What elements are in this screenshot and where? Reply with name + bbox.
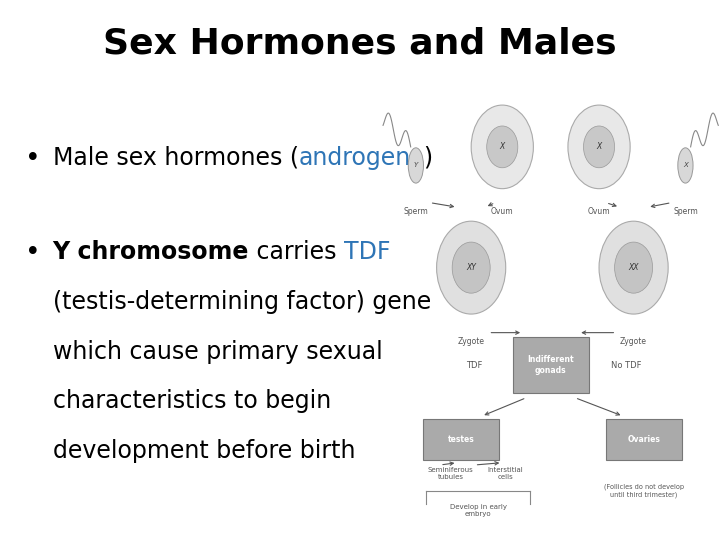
Text: Male sex hormones (: Male sex hormones ( [53,146,299,170]
Text: Sperm: Sperm [403,207,428,216]
Ellipse shape [408,148,423,183]
FancyBboxPatch shape [423,418,499,460]
Text: No TDF: No TDF [611,361,642,369]
Text: development before birth: development before birth [53,439,355,463]
Text: XX: XX [629,263,639,272]
Text: TDF: TDF [467,361,483,369]
Text: (Follicles do not develop
until third trimester): (Follicles do not develop until third tr… [604,484,684,497]
Text: Zygote: Zygote [620,338,647,346]
Text: XY: XY [467,263,476,272]
Ellipse shape [678,148,693,183]
FancyBboxPatch shape [606,418,682,460]
Text: (testis-determining factor) gene: (testis-determining factor) gene [53,290,431,314]
Ellipse shape [487,126,518,168]
Text: Develop in early
embryo: Develop in early embryo [449,504,507,517]
Text: Indifferent
gonads: Indifferent gonads [527,355,574,375]
Ellipse shape [583,126,615,168]
Text: Ovum: Ovum [588,207,611,216]
Text: Sex Hormones and Males: Sex Hormones and Males [103,27,617,61]
Ellipse shape [615,242,652,293]
Text: Zygote: Zygote [458,338,485,346]
Ellipse shape [436,221,505,314]
Ellipse shape [452,242,490,293]
Text: which cause primary sexual: which cause primary sexual [53,340,382,363]
Text: Interstitial
cells: Interstitial cells [488,467,523,480]
Text: X: X [596,143,602,151]
Text: carries: carries [249,240,344,264]
Ellipse shape [568,105,630,188]
Text: Seminiferous
tubules: Seminiferous tubules [428,467,473,480]
Text: •: • [25,240,41,266]
Text: characteristics to begin: characteristics to begin [53,389,330,413]
Text: TDF: TDF [344,240,390,264]
Text: Ovum: Ovum [491,207,513,216]
Text: Sperm: Sperm [673,207,698,216]
Ellipse shape [599,221,668,314]
Ellipse shape [471,105,534,188]
Text: Y chromosome: Y chromosome [53,240,249,264]
FancyBboxPatch shape [513,338,589,393]
Text: ): ) [423,146,432,170]
Text: testes: testes [447,435,474,444]
Text: Y: Y [414,163,418,168]
Text: •: • [25,146,41,172]
Text: X: X [500,143,505,151]
Text: X: X [683,163,688,168]
Text: androgens: androgens [299,146,423,170]
Text: Ovaries: Ovaries [628,435,660,444]
